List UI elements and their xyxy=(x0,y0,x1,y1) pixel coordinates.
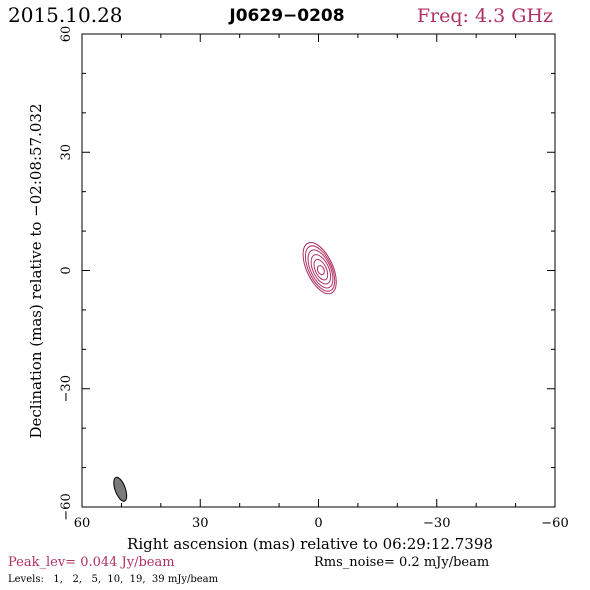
x-tick-label: −30 xyxy=(423,516,450,531)
y-tick-label: −60 xyxy=(59,493,74,520)
source-name: J0629−0208 xyxy=(228,6,344,26)
x-tick-label: −60 xyxy=(541,516,568,531)
y-axis-label: Declination (mas) relative to −02:08:57.… xyxy=(27,103,45,438)
x-tick-labels: 60 30 0 −30 −60 xyxy=(74,516,569,531)
contour-lines xyxy=(302,242,337,295)
contour-line xyxy=(316,265,325,276)
contour-line xyxy=(302,242,337,295)
contour-line xyxy=(307,249,334,289)
rms-noise: Rms_noise= 0.2 mJy/beam xyxy=(314,555,489,570)
contour-line xyxy=(310,254,332,285)
contour-line xyxy=(313,258,329,281)
y-tick-label: 30 xyxy=(59,144,74,161)
contour-line xyxy=(304,245,336,292)
contour-levels: Levels: 1, 2, 5, 10, 19, 39 mJy/beam xyxy=(8,574,219,585)
plot-frame xyxy=(81,33,556,508)
y-tick-label: 0 xyxy=(59,266,74,274)
y-tick-label: −30 xyxy=(59,375,74,402)
y-tick-label: 60 xyxy=(59,26,74,43)
x-tick-label: 0 xyxy=(314,516,322,531)
x-tick-label: 30 xyxy=(192,516,209,531)
axis-ticks xyxy=(81,33,556,508)
peak-level: Peak_lev= 0.044 Jy/beam xyxy=(8,555,175,570)
frequency-label: Freq: 4.3 GHz xyxy=(417,5,553,27)
observation-date: 2015.10.28 xyxy=(8,3,123,27)
beam-ellipse xyxy=(113,476,128,502)
y-tick-labels: −60 −30 0 30 60 xyxy=(59,26,74,521)
x-tick-label: 60 xyxy=(74,516,91,531)
beam-ellipse-group xyxy=(113,476,128,502)
x-axis-label: Right ascension (mas) relative to 06:29:… xyxy=(127,535,493,553)
